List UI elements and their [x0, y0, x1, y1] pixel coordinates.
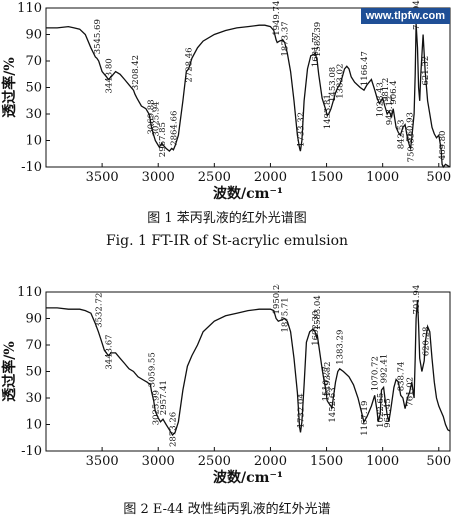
fig2-caption-cn: 图 2 E-44 改性纯丙乳液的红外光谱 — [123, 502, 331, 517]
x-tick-label: 3500 — [86, 454, 119, 469]
peak-label: 1493.82 — [323, 362, 333, 397]
spectrum-line — [46, 23, 451, 169]
x-tick-label: 2000 — [254, 454, 287, 469]
peak-label: 3069.88 — [146, 99, 156, 134]
y-axis-label: 透过率/% — [1, 341, 18, 401]
x-tick-label: 1500 — [310, 170, 343, 185]
peak-label: 3208.42 — [131, 55, 141, 90]
peak-label: 3443.67 — [104, 334, 114, 369]
peak-label: 1028.43 — [376, 82, 386, 117]
peak-label: 3443.80 — [104, 58, 114, 93]
x-tick-label: 500 — [426, 170, 451, 185]
peak-label: 961.45 — [383, 398, 393, 428]
peak-label: 760.93 — [406, 112, 416, 142]
peak-label: 1583.39 — [313, 22, 323, 57]
peak-label: 3025.94 — [151, 101, 161, 136]
peak-label: 1950.24 — [272, 284, 282, 315]
y-tick-label: 50 — [25, 81, 42, 96]
chart-fig2: -10 10 30 50 70 90 110 3500 3000 2500 2000 1500 1000… — [1, 284, 451, 486]
y-tick-label: 70 — [25, 338, 42, 353]
y-tick-label: 50 — [25, 365, 42, 380]
y-tick-label: 30 — [25, 107, 42, 122]
peak-label: 2873.26 — [169, 412, 179, 447]
x-tick-label: 1000 — [366, 170, 399, 185]
peak-label: 469.80 — [438, 131, 448, 161]
x-tick-label: 1500 — [310, 454, 343, 469]
peak-label: 1452.63 — [328, 387, 338, 422]
x-tick-label: 500 — [426, 454, 451, 469]
peak-label: 1875.71 — [280, 297, 290, 332]
peak-label: 1602.30 — [311, 311, 321, 346]
y-tick-label: 90 — [25, 312, 42, 327]
fig1-caption-cn: 图 1 苯丙乳液的红外光谱图 — [147, 211, 307, 226]
peak-label: 761.02 — [406, 377, 416, 407]
y-tick-label: 110 — [17, 1, 42, 16]
peak-label: 1022.65 — [376, 393, 386, 428]
peak-label: 1510.27 — [321, 366, 331, 401]
watermark-label: www.tlpfw.com — [360, 8, 450, 24]
y-axis-label: 透过率/% — [1, 57, 18, 117]
x-tick-label: 3000 — [142, 170, 175, 185]
x-tick-label: 3500 — [86, 170, 119, 185]
y-tick-label: 10 — [25, 134, 42, 149]
fig1-caption-en: Fig. 1 FT-IR of St-acrylic emulsion — [105, 233, 349, 249]
peak-label: 2957.41 — [159, 380, 169, 415]
peak-label: 1733.32 — [296, 112, 306, 147]
x-axis-label: 波数/cm⁻¹ — [213, 185, 283, 202]
y-tick-label: -10 — [21, 160, 42, 175]
x-tick-label: 2500 — [198, 454, 231, 469]
y-tick-label: 10 — [25, 418, 42, 433]
peak-label: 992.41 — [380, 354, 390, 384]
y-tick-label: 110 — [17, 285, 42, 300]
peak-label: 701.94 — [412, 285, 422, 315]
peak-label: 1873.37 — [281, 21, 291, 56]
y-tick-label: 90 — [25, 28, 42, 43]
peak-label: 842.53 — [396, 119, 406, 149]
spectrum-line — [46, 299, 451, 437]
peak-label: 981.2 — [381, 78, 391, 102]
peak-label: 620.28 — [421, 327, 431, 357]
peak-label: 1601.77 — [311, 32, 321, 67]
peak-label: 1383.02 — [336, 64, 346, 99]
x-tick-label: 1000 — [366, 454, 399, 469]
peak-label: 3545.69 — [93, 19, 103, 54]
x-tick-label: 2000 — [254, 170, 287, 185]
x-tick-label: 3000 — [142, 454, 175, 469]
peak-label: 1383.29 — [336, 330, 346, 365]
chart-fig1: -10 10 30 50 70 90 110 3500 3000 2500 2000 1500 1000… — [1, 0, 451, 202]
y-tick-label: 30 — [25, 391, 42, 406]
peak-label: 2728.46 — [185, 47, 195, 82]
x-axis-label: 波数/cm⁻¹ — [213, 469, 283, 486]
peak-label: 750.83 — [407, 133, 417, 163]
peak-label: 1493.81 — [323, 94, 333, 129]
x-tick-label: 2500 — [198, 170, 231, 185]
peak-label: 906.4 — [389, 80, 399, 104]
peak-label: 3025.99 — [151, 390, 161, 425]
peak-label: 2864.66 — [169, 111, 179, 146]
y-tick-label: -10 — [21, 444, 42, 459]
peak-label: 1453.08 — [328, 67, 338, 102]
peak-label: 1166.47 — [360, 51, 370, 86]
peak-label: 2967.85 — [158, 122, 168, 157]
peak-label: 3059.55 — [148, 352, 158, 387]
peak-label: 838.74 — [397, 362, 407, 392]
peak-label: 1167.19 — [360, 401, 370, 436]
y-tick-label: 70 — [25, 54, 42, 69]
peak-label: 1070.72 — [371, 356, 381, 391]
peak-label: 1732.04 — [297, 393, 307, 428]
peak-label: 943.12 — [385, 96, 395, 126]
peak-label: 1583.04 — [313, 295, 323, 330]
peak-label: 1949.74 — [272, 1, 282, 36]
peak-label: 3532.72 — [94, 293, 104, 328]
peak-label: 621.32 — [421, 56, 431, 86]
